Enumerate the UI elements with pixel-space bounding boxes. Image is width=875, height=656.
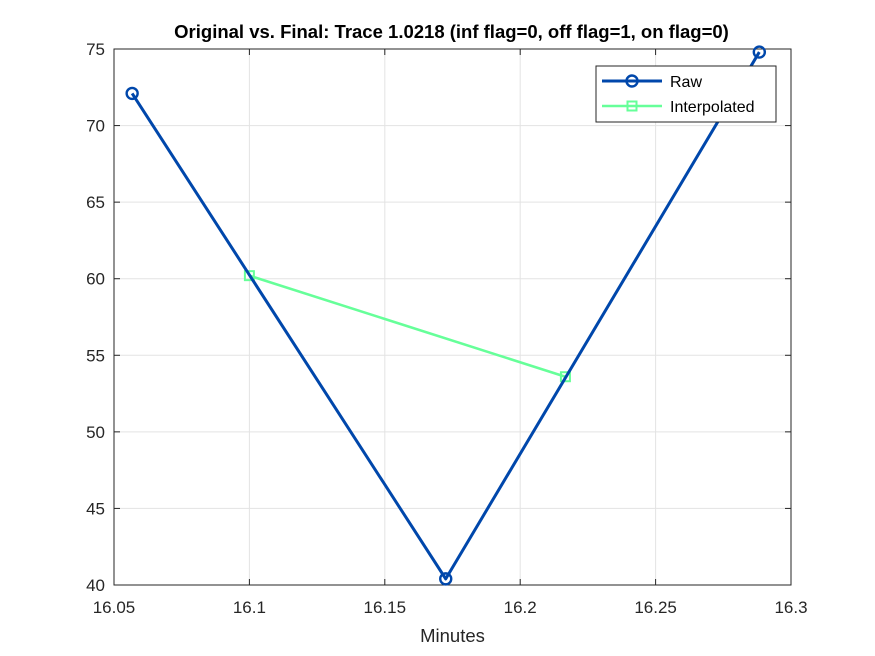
raw-point-marker: [125, 86, 139, 101]
legend: Raw Interpolated: [595, 65, 777, 123]
series-raw: [125, 45, 767, 586]
x-tick-label: 16.05: [93, 598, 136, 617]
raw-point-marker: [752, 45, 767, 59]
legend-marker-raw: [625, 74, 639, 88]
raw-point-marker: [439, 572, 453, 586]
y-tick-label: 75: [86, 40, 105, 59]
legend-entry-interpolated: Interpolated: [602, 99, 755, 116]
x-tick-label: 16.15: [364, 598, 407, 617]
y-tick-label: 40: [86, 576, 105, 595]
legend-label-raw: Raw: [670, 74, 702, 91]
series-line-interpolated: [249, 274, 566, 378]
x-tick-label: 16.2: [504, 598, 537, 617]
x-tick-label: 16.1: [233, 598, 266, 617]
x-tick-label: 16.3: [774, 598, 807, 617]
y-tick-label: 50: [86, 423, 105, 442]
legend-box: [595, 65, 777, 123]
axes-box: [113, 48, 792, 586]
interpolated-point-marker: [243, 270, 255, 282]
chart-title: Original vs. Final: Trace 1.0218 (inf fl…: [174, 21, 729, 42]
axis-ticks: 16.05 16.1 16.15 16.2 16.25 16.3 40 45 50 55 60 65 7…: [86, 40, 807, 617]
y-tick-label: 65: [86, 193, 105, 212]
x-axis-label: Minutes: [420, 625, 485, 646]
legend-entry-raw: Raw: [602, 74, 702, 91]
legend-label-interpolated: Interpolated: [670, 99, 755, 116]
legend-marker-interpolated: [626, 100, 638, 112]
x-tick-label: 16.25: [634, 598, 677, 617]
series-line-raw: [130, 51, 761, 581]
y-tick-label: 55: [86, 346, 105, 365]
series-interpolated: [243, 270, 571, 383]
series-group: [125, 45, 767, 586]
interpolated-point-marker: [559, 371, 571, 383]
y-tick-label: 45: [86, 499, 105, 518]
y-tick-label: 70: [86, 117, 105, 136]
y-tick-label: 60: [86, 270, 105, 289]
